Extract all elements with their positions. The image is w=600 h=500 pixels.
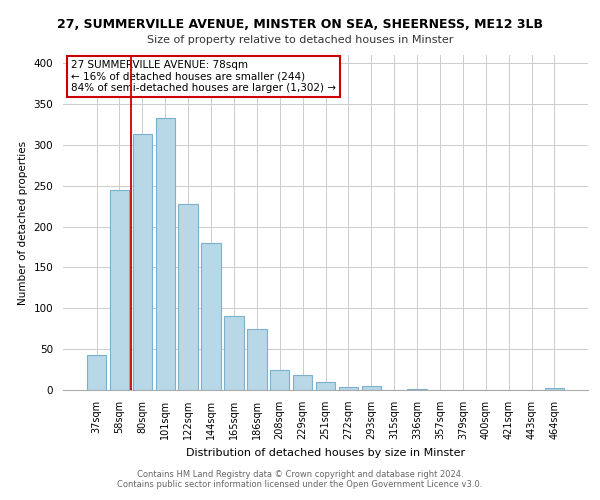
Bar	[270, 370, 289, 390]
Y-axis label: Number of detached properties: Number of detached properties	[18, 140, 28, 304]
Bar	[293, 376, 313, 390]
X-axis label: Distribution of detached houses by size in Minster: Distribution of detached houses by size …	[186, 448, 465, 458]
Bar	[316, 382, 335, 390]
Text: 27 SUMMERVILLE AVENUE: 78sqm
← 16% of detached houses are smaller (244)
84% of s: 27 SUMMERVILLE AVENUE: 78sqm ← 16% of de…	[71, 60, 336, 93]
Bar	[202, 243, 221, 390]
Bar	[224, 316, 244, 390]
Text: 27, SUMMERVILLE AVENUE, MINSTER ON SEA, SHEERNESS, ME12 3LB: 27, SUMMERVILLE AVENUE, MINSTER ON SEA, …	[57, 18, 543, 30]
Bar	[87, 355, 106, 390]
Bar	[155, 118, 175, 390]
Bar	[362, 386, 381, 390]
Bar	[407, 389, 427, 390]
Text: Contains HM Land Registry data © Crown copyright and database right 2024.
Contai: Contains HM Land Registry data © Crown c…	[118, 470, 482, 489]
Bar	[545, 388, 564, 390]
Bar	[247, 328, 266, 390]
Bar	[133, 134, 152, 390]
Bar	[338, 386, 358, 390]
Bar	[178, 204, 198, 390]
Bar	[110, 190, 129, 390]
Text: Size of property relative to detached houses in Minster: Size of property relative to detached ho…	[147, 35, 453, 45]
